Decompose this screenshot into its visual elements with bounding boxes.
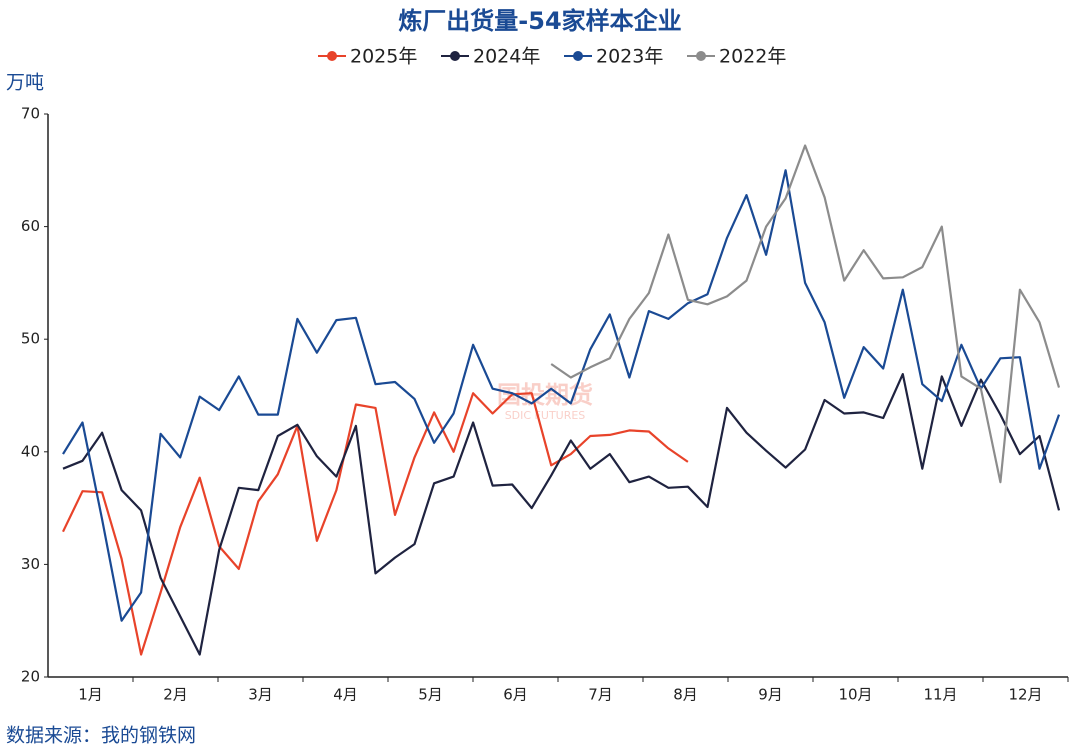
x-tick-label: 9月 xyxy=(758,686,783,704)
legend-marker xyxy=(573,51,583,61)
series-line xyxy=(62,392,689,656)
legend-label: 2024年 xyxy=(473,46,540,68)
x-tick-label: 6月 xyxy=(503,686,528,704)
watermark-sub: SDIC FUTURES xyxy=(505,409,586,422)
y-tick-label: 60 xyxy=(21,217,40,235)
x-tick-label: 2月 xyxy=(163,686,188,704)
legend-label: 2025年 xyxy=(350,46,417,68)
series-line xyxy=(62,373,1061,656)
x-tick-label: 5月 xyxy=(418,686,443,704)
x-tick-label: 3月 xyxy=(248,686,273,704)
y-tick-label: 70 xyxy=(21,105,40,123)
legend-label: 2022年 xyxy=(719,46,786,68)
x-tick-label: 8月 xyxy=(673,686,698,704)
y-axis-label: 万吨 xyxy=(6,72,44,94)
legend-marker xyxy=(450,51,460,61)
x-tick-label: 7月 xyxy=(588,686,613,704)
series-line xyxy=(62,169,1061,622)
y-tick-label: 40 xyxy=(21,442,40,460)
legend-marker xyxy=(696,51,706,61)
y-tick-label: 50 xyxy=(21,330,40,348)
y-tick-label: 20 xyxy=(21,668,40,686)
x-tick-label: 11月 xyxy=(923,686,957,704)
x-tick-label: 1月 xyxy=(78,686,103,704)
legend-marker xyxy=(327,51,337,61)
series-line xyxy=(550,144,1061,484)
x-tick-label: 4月 xyxy=(333,686,358,704)
legend-label: 2023年 xyxy=(596,46,663,68)
x-tick-label: 12月 xyxy=(1008,686,1042,704)
source: 数据来源：我的钢铁网 xyxy=(6,725,196,747)
chart-title: 炼厂出货量-54家样本企业 xyxy=(398,7,681,35)
x-tick-label: 10月 xyxy=(838,686,872,704)
y-tick-label: 30 xyxy=(21,555,40,573)
